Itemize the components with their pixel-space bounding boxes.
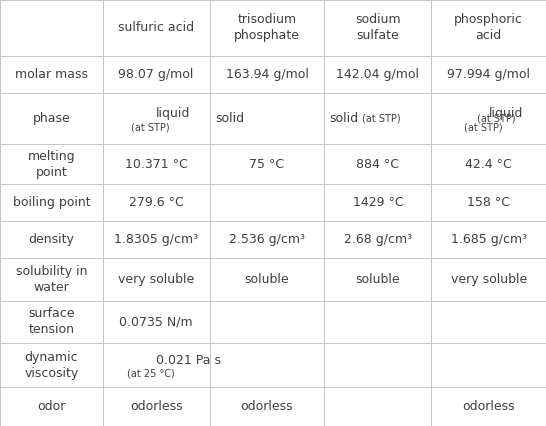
Text: odorless: odorless (130, 400, 182, 413)
Text: very soluble: very soluble (118, 273, 194, 286)
Text: 1429 °C: 1429 °C (353, 196, 403, 209)
Text: boiling point: boiling point (13, 196, 90, 209)
Text: solubility in
water: solubility in water (16, 265, 87, 294)
Text: phase: phase (32, 112, 70, 125)
Text: melting
point: melting point (27, 150, 75, 178)
Text: very soluble: very soluble (450, 273, 527, 286)
Text: 279.6 °C: 279.6 °C (129, 196, 183, 209)
Text: soluble: soluble (245, 273, 289, 286)
Text: 163.94 g/mol: 163.94 g/mol (225, 68, 308, 81)
Text: liquid: liquid (489, 107, 523, 120)
Text: surface
tension: surface tension (28, 308, 75, 337)
Text: dynamic
viscosity: dynamic viscosity (24, 351, 79, 380)
Text: solid: solid (330, 112, 359, 125)
Text: (at STP): (at STP) (362, 113, 401, 124)
Text: 97.994 g/mol: 97.994 g/mol (447, 68, 530, 81)
Text: 142.04 g/mol: 142.04 g/mol (336, 68, 419, 81)
Text: density: density (28, 233, 74, 246)
Text: 98.07 g/mol: 98.07 g/mol (118, 68, 194, 81)
Text: odorless: odorless (241, 400, 293, 413)
Text: 158 °C: 158 °C (467, 196, 510, 209)
Text: molar mass: molar mass (15, 68, 88, 81)
Text: (at STP): (at STP) (132, 123, 170, 132)
Text: sodium
sulfate: sodium sulfate (355, 14, 401, 43)
Text: (at 25 °C): (at 25 °C) (127, 368, 175, 378)
Text: trisodium
phosphate: trisodium phosphate (234, 14, 300, 43)
Text: 42.4 °C: 42.4 °C (465, 158, 512, 170)
Text: 1.685 g/cm³: 1.685 g/cm³ (450, 233, 527, 246)
Text: 75 °C: 75 °C (250, 158, 284, 170)
Text: 10.371 °C: 10.371 °C (125, 158, 187, 170)
Text: 1.8305 g/cm³: 1.8305 g/cm³ (114, 233, 198, 246)
Text: sulfuric acid: sulfuric acid (118, 21, 194, 35)
Text: (at STP): (at STP) (464, 123, 502, 132)
Text: soluble: soluble (355, 273, 400, 286)
Text: (at STP): (at STP) (477, 113, 515, 124)
Text: 884 °C: 884 °C (357, 158, 399, 170)
Text: 2.536 g/cm³: 2.536 g/cm³ (229, 233, 305, 246)
Text: liquid: liquid (156, 107, 191, 120)
Text: odor: odor (37, 400, 66, 413)
Text: 0.021 Pa s: 0.021 Pa s (156, 354, 221, 367)
Text: odorless: odorless (462, 400, 515, 413)
Text: solid: solid (215, 112, 244, 125)
Text: phosphoric
acid: phosphoric acid (454, 14, 523, 43)
Text: 0.0735 N/m: 0.0735 N/m (120, 315, 193, 328)
Text: 2.68 g/cm³: 2.68 g/cm³ (344, 233, 412, 246)
